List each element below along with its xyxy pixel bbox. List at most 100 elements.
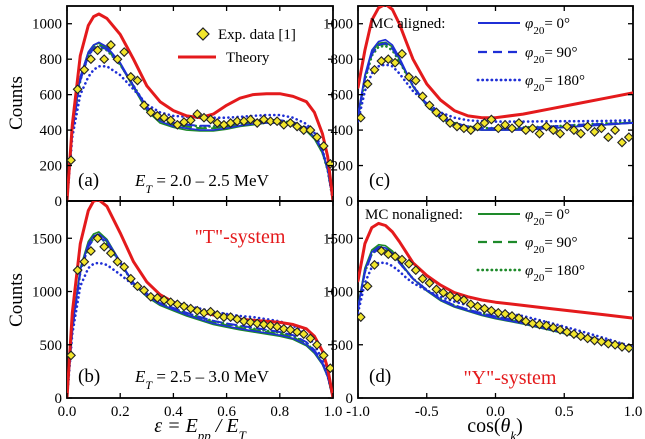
- panel-d-plot: [358, 221, 633, 353]
- x-tick-label: 0.6: [217, 404, 236, 420]
- exp-point-a: [318, 141, 329, 151]
- series-line-d-0: [358, 221, 633, 320]
- exp-point-b: [85, 246, 96, 256]
- exp-point-c: [493, 123, 504, 134]
- x-tick-label: 0.0: [486, 404, 505, 420]
- exp-point-c: [500, 119, 511, 130]
- exp-point-c: [596, 123, 607, 134]
- x-tick-label: 1.0: [624, 404, 643, 420]
- legend-nonaligned-0-label: φ20= 0°: [525, 207, 570, 228]
- x-tick-label: -1.0: [346, 404, 370, 420]
- exp-point-c: [358, 112, 366, 123]
- exp-point-b: [99, 241, 110, 252]
- panel-c-frame: [357, 5, 634, 202]
- y-tick-label: 1000: [323, 285, 353, 301]
- exp-point-b: [139, 285, 150, 296]
- exp-point-c: [589, 126, 600, 137]
- exp-point-a: [92, 45, 103, 56]
- exp-point-c: [513, 118, 524, 128]
- exp-point-b: [325, 363, 333, 374]
- y-tick-label: 0: [55, 391, 63, 407]
- y-axis-label-bottom: Counts: [6, 273, 27, 327]
- y-tick-label: 400: [331, 123, 354, 139]
- exp-point-c: [362, 79, 373, 89]
- exp-point-c: [445, 118, 456, 128]
- exp-point-c: [479, 118, 490, 128]
- exp-point-b: [305, 333, 316, 344]
- exp-point-a: [312, 132, 322, 143]
- exp-point-d: [362, 281, 373, 292]
- exp-point-c: [417, 91, 428, 102]
- exp-point-c: [562, 121, 572, 132]
- exp-point-b: [79, 256, 90, 267]
- exp-point-a: [192, 109, 203, 120]
- exp-point-d: [458, 295, 469, 305]
- exp-point-d: [358, 312, 366, 323]
- exp-point-b: [132, 281, 143, 292]
- series-line-c-0: [358, 6, 633, 120]
- exp-point-d: [431, 284, 442, 295]
- exp-point-a: [112, 54, 123, 65]
- legend-aligned-180-label: φ20= 180°: [525, 73, 585, 94]
- exp-point-d: [417, 273, 428, 284]
- exp-point-c: [431, 107, 442, 118]
- x-tick-label: 1.0: [324, 404, 343, 420]
- exp-point-b: [298, 329, 309, 340]
- exp-point-c: [410, 75, 421, 86]
- exp-point-c: [555, 128, 566, 139]
- y-tick-label: 200: [40, 159, 63, 175]
- exp-point-a: [132, 75, 143, 86]
- panel-b-frame: [66, 200, 334, 399]
- exp-point-a: [172, 119, 183, 130]
- exp-point-a: [105, 40, 116, 50]
- exp-point-d: [424, 278, 435, 288]
- y-tick-label: 200: [331, 159, 354, 175]
- exp-point-a: [159, 112, 170, 123]
- y-tick-label: 1000: [32, 17, 62, 33]
- legend-aligned-90-label: φ20= 90°: [525, 45, 578, 66]
- legend-theory-label: Theory: [226, 50, 270, 66]
- exp-point-b: [312, 339, 322, 350]
- axis-ticks: 0.0 0.2 0.4 0.6 0.8 1.0 -1.0 -0.5 0.0 0.5 1.00 0200…: [32, 6, 642, 420]
- exp-point-a: [139, 100, 150, 111]
- legend-left: Exp. data [1] Theory: [178, 27, 296, 66]
- exp-point-d: [369, 259, 380, 270]
- exp-point-c: [383, 54, 394, 65]
- y-tick-label: 800: [40, 52, 63, 68]
- y-tick-label: 600: [40, 88, 63, 104]
- legend-mc-nonaligned-title: MC nonaligned:: [365, 207, 463, 223]
- exp-point-b: [318, 350, 329, 361]
- exp-point-a: [165, 115, 176, 126]
- exp-point-c: [548, 125, 559, 136]
- exp-point-a: [145, 107, 156, 118]
- panel-label-a: (a): [78, 170, 99, 191]
- exp-point-b: [112, 256, 123, 267]
- exp-point-a: [125, 71, 136, 82]
- exp-point-a: [285, 118, 296, 128]
- exp-point-c: [617, 137, 627, 148]
- y-tick-label: 500: [331, 338, 354, 354]
- panel-label-c: (c): [369, 170, 390, 191]
- series-line-c-3: [358, 63, 633, 123]
- exp-point-a: [79, 64, 90, 75]
- exp-point-a: [119, 47, 130, 58]
- series-line-d-1: [358, 246, 633, 350]
- exp-point-c: [527, 123, 538, 134]
- legend-aligned: MC aligned: φ20= 0° φ20= 90° φ20= 180°: [370, 16, 585, 94]
- exp-point-b: [67, 350, 76, 361]
- series-line-d-2: [358, 247, 633, 349]
- exp-point-a: [245, 114, 256, 125]
- exp-point-a: [272, 116, 283, 127]
- x-tick-label: 0.2: [111, 404, 130, 420]
- exp-point-b: [72, 265, 83, 276]
- x-tick-label: -0.5: [415, 404, 439, 420]
- exp-point-c: [623, 132, 633, 143]
- exp-point-a: [205, 114, 216, 125]
- x-tick-label: 0.4: [164, 404, 183, 420]
- exp-point-c: [582, 121, 593, 132]
- exp-point-d: [397, 254, 407, 265]
- energy-range-b: ET = 2.5 – 3.0 MeV: [134, 367, 270, 392]
- exp-point-c: [403, 71, 414, 82]
- exp-point-c: [424, 100, 435, 111]
- y-tick-label: 400: [40, 123, 63, 139]
